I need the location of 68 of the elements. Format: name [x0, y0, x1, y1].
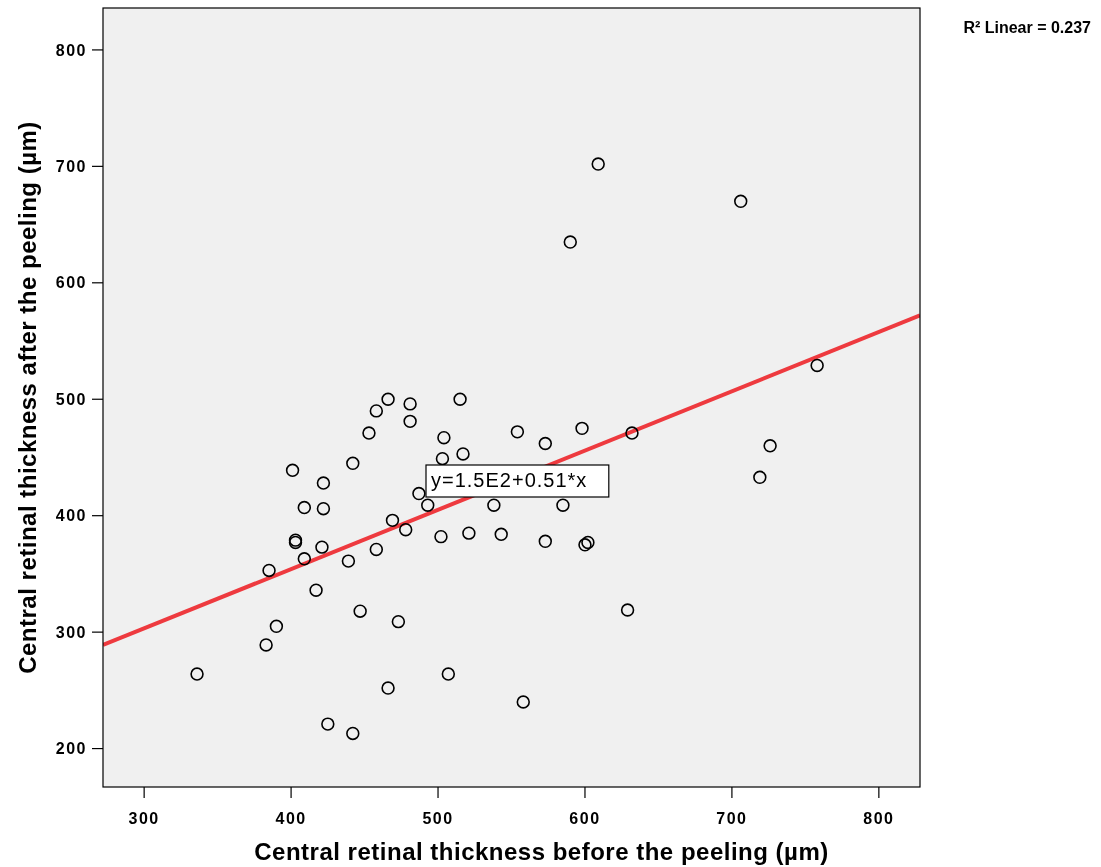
x-tick-label: 400: [275, 810, 307, 827]
y-tick-label: 800: [55, 41, 87, 59]
point: [309, 583, 323, 597]
point: [269, 619, 284, 634]
point: [316, 502, 331, 516]
point: [285, 463, 300, 477]
annotation: y=1.5E2+0.51*x: [431, 469, 588, 491]
point: [510, 425, 525, 439]
point: [516, 695, 530, 709]
point: [538, 436, 553, 451]
point: [385, 513, 400, 528]
y-axis-title: Central retinal thickness after the peeling (µm): [14, 121, 41, 674]
point: [259, 638, 273, 652]
point: [487, 498, 501, 512]
point: [734, 194, 748, 208]
x-axis-title: Central retinal thickness before the peeling (µm): [254, 838, 829, 865]
point: [494, 527, 508, 542]
x-tick-label: 600: [569, 810, 601, 827]
point: [412, 486, 426, 501]
point: [398, 522, 413, 537]
point: [563, 235, 577, 249]
point: [456, 447, 470, 461]
point: [437, 430, 451, 445]
point: [441, 667, 456, 681]
point: [753, 470, 767, 484]
point: [297, 552, 312, 566]
point: [321, 717, 335, 731]
point: [403, 397, 417, 411]
point: [763, 439, 777, 453]
point: [381, 681, 395, 695]
point: [810, 358, 824, 373]
point: [297, 500, 312, 515]
y-tick-label: 700: [55, 157, 87, 175]
point: [556, 498, 570, 512]
point: [381, 392, 395, 406]
y-tick-label: 300: [55, 623, 87, 641]
point: [262, 563, 276, 578]
point: [190, 667, 204, 681]
point: [538, 534, 553, 549]
point: [575, 421, 589, 436]
y-tick-label: 200: [55, 740, 87, 758]
point: [434, 529, 448, 544]
point: [391, 614, 406, 629]
point: [435, 451, 450, 466]
x-tick-label: 300: [128, 810, 160, 827]
point: [625, 426, 639, 440]
point: [369, 404, 384, 418]
point: [362, 426, 376, 440]
y-tick-label: 600: [55, 274, 87, 292]
y-tick-label: 400: [55, 507, 87, 525]
point: [341, 554, 356, 568]
x-tick-label: 700: [716, 810, 748, 827]
x-tick-label: 500: [422, 810, 454, 827]
point: [403, 414, 417, 429]
x-tick-label: 800: [863, 810, 895, 827]
text: R² Linear = 0.237: [963, 19, 1092, 36]
point: [369, 542, 384, 557]
point: [620, 603, 635, 617]
y-tick-label: 500: [55, 390, 87, 408]
point: [346, 456, 360, 470]
point: [353, 604, 367, 618]
point: [591, 157, 605, 171]
point: [453, 392, 467, 406]
point: [346, 726, 360, 741]
point: [462, 526, 476, 540]
point: [315, 540, 329, 554]
point: [316, 476, 331, 490]
point: [421, 498, 435, 512]
